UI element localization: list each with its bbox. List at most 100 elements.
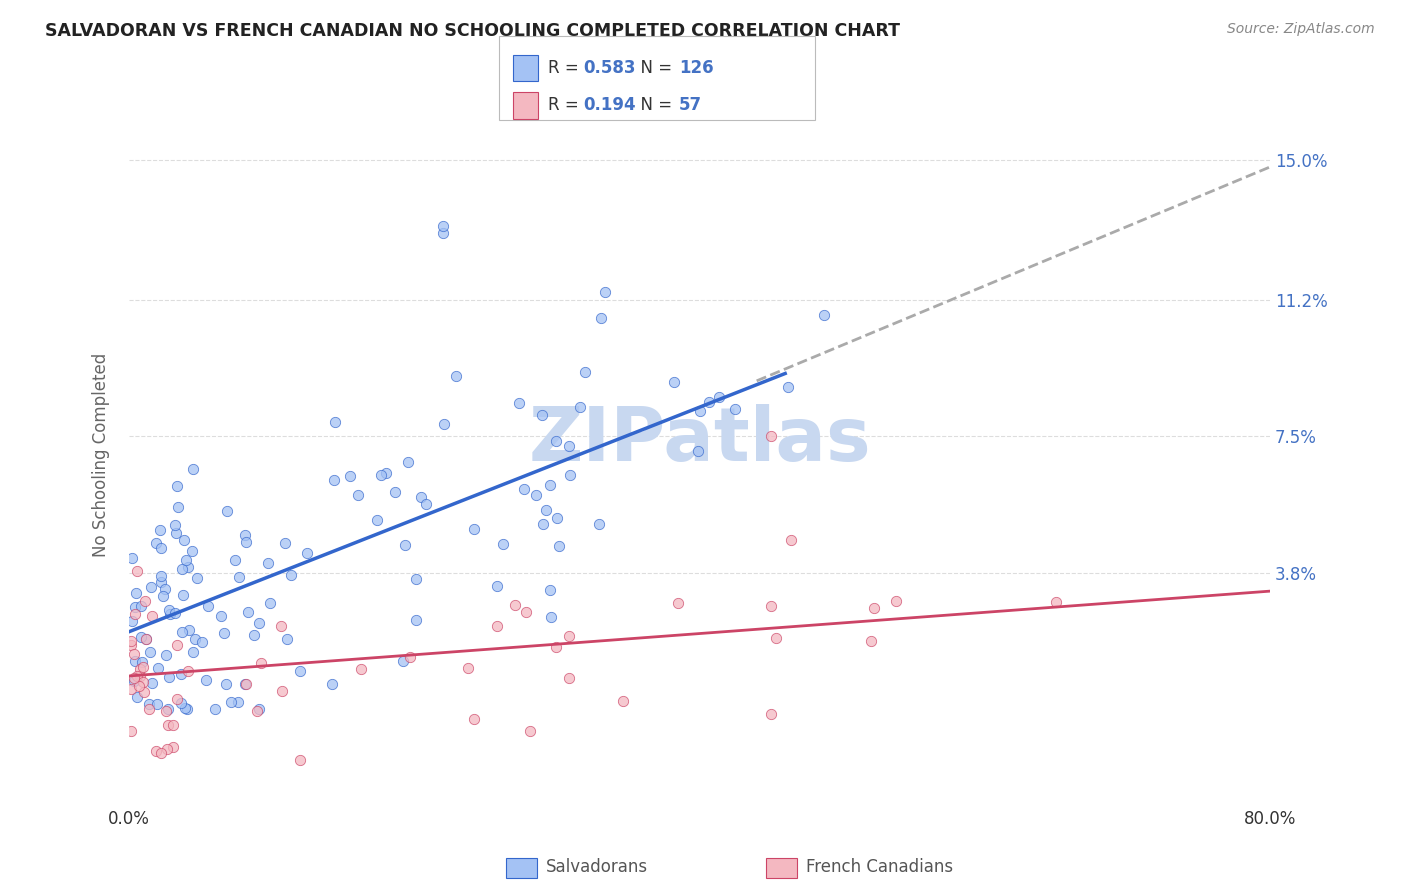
Point <box>257 557 280 571</box>
Point <box>177 559 200 574</box>
Point <box>405 613 427 627</box>
Point <box>191 635 214 649</box>
Point <box>124 654 146 668</box>
Point <box>166 638 188 652</box>
Point <box>217 504 239 518</box>
Point <box>457 661 479 675</box>
Point <box>177 623 200 637</box>
Point <box>321 677 343 691</box>
Text: R =: R = <box>548 96 585 114</box>
Point <box>212 626 235 640</box>
Point <box>138 645 160 659</box>
Point <box>724 402 747 417</box>
Text: N =: N = <box>630 59 678 77</box>
Point <box>122 674 145 689</box>
Point <box>166 691 188 706</box>
Point <box>463 522 485 536</box>
Point <box>145 744 167 758</box>
Point <box>173 701 195 715</box>
Point <box>121 551 143 566</box>
Text: R =: R = <box>548 59 585 77</box>
Point <box>778 379 800 393</box>
Point <box>235 535 257 549</box>
Text: Salvadorans: Salvadorans <box>546 858 648 876</box>
Point <box>219 695 242 709</box>
Point <box>149 541 172 556</box>
Point <box>370 467 392 482</box>
Point <box>544 640 567 654</box>
Point <box>863 600 886 615</box>
Point <box>141 675 163 690</box>
Point <box>197 599 219 614</box>
Point <box>323 415 346 429</box>
Point <box>295 546 318 560</box>
Point <box>204 702 226 716</box>
Point <box>276 632 298 646</box>
Point <box>120 682 142 697</box>
Point <box>270 684 292 698</box>
Point <box>415 497 437 511</box>
Point <box>129 662 152 676</box>
Point <box>813 308 835 322</box>
Point <box>538 583 561 598</box>
Point <box>503 599 526 613</box>
Point <box>122 647 145 661</box>
Point <box>181 462 204 476</box>
Point <box>135 632 157 647</box>
Point <box>141 580 163 594</box>
Point <box>250 656 273 670</box>
Point <box>170 696 193 710</box>
Point <box>689 404 711 418</box>
Point <box>153 582 176 596</box>
Point <box>366 513 388 527</box>
Point <box>288 664 311 678</box>
Point <box>163 606 186 620</box>
Point <box>432 219 454 233</box>
Point <box>181 645 204 659</box>
Point <box>125 669 148 683</box>
Point <box>129 630 152 644</box>
Point <box>131 599 153 613</box>
Point <box>688 444 710 458</box>
Point <box>444 369 467 384</box>
Point <box>162 718 184 732</box>
Point <box>589 310 612 325</box>
Point <box>707 390 730 404</box>
Text: French Canadians: French Canadians <box>806 858 953 876</box>
Point <box>122 671 145 685</box>
Point <box>165 525 187 540</box>
Point <box>163 517 186 532</box>
Point <box>167 500 190 514</box>
Point <box>125 586 148 600</box>
Point <box>181 543 204 558</box>
Point <box>392 654 415 668</box>
Point <box>209 608 232 623</box>
Point <box>233 677 256 691</box>
Point <box>405 572 427 586</box>
Point <box>243 628 266 642</box>
Point <box>280 567 302 582</box>
Point <box>593 285 616 300</box>
Point <box>508 396 530 410</box>
Point <box>485 579 508 593</box>
Point <box>134 685 156 699</box>
Point <box>538 478 561 492</box>
Point <box>228 570 250 584</box>
Point <box>512 482 534 496</box>
Point <box>149 523 172 537</box>
Point <box>138 697 160 711</box>
Point <box>662 376 685 390</box>
Point <box>134 594 156 608</box>
Point <box>247 702 270 716</box>
Point <box>120 724 142 739</box>
Point <box>274 536 297 550</box>
Point <box>779 533 801 547</box>
Point <box>150 746 173 760</box>
Point <box>173 533 195 547</box>
Point <box>128 668 150 682</box>
Point <box>186 571 208 585</box>
Point <box>433 417 456 431</box>
Point <box>141 608 163 623</box>
Point <box>124 607 146 621</box>
Point <box>145 536 167 550</box>
